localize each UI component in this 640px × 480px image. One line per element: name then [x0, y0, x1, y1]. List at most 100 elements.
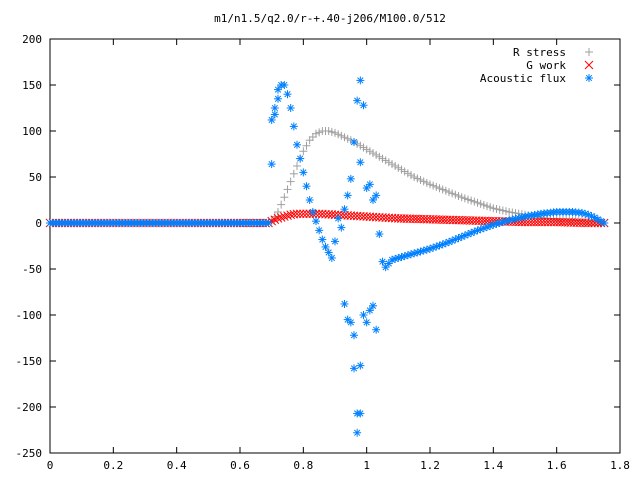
- data-point: [381, 156, 390, 165]
- legend-marker: [584, 60, 594, 70]
- data-point: [486, 203, 495, 212]
- plot-frame: [49, 38, 621, 454]
- data-point: [324, 248, 333, 257]
- data-point: [267, 115, 276, 124]
- y-tick-label: -50: [22, 263, 42, 276]
- data-point: [495, 205, 504, 214]
- data-point: [298, 209, 308, 219]
- series-layer: [45, 76, 609, 437]
- data-point: [445, 237, 453, 246]
- x-tick-label: 1.2: [420, 459, 440, 472]
- data-point: [391, 161, 400, 170]
- data-point: [292, 209, 302, 219]
- y-tick-label: -200: [16, 401, 43, 414]
- data-point: [419, 177, 428, 186]
- legend-marker: [585, 48, 593, 56]
- data-point: [280, 81, 289, 89]
- data-point: [343, 134, 352, 143]
- x-tick-label: 0.8: [293, 459, 313, 472]
- data-point: [331, 237, 339, 246]
- y-tick-label: 150: [22, 79, 42, 92]
- data-point: [277, 200, 286, 209]
- x-tick-label: 0.2: [103, 459, 123, 472]
- data-point: [340, 205, 349, 214]
- data-point: [312, 217, 320, 226]
- data-point: [600, 219, 609, 227]
- data-point: [362, 318, 371, 327]
- data-point: [337, 223, 346, 232]
- y-tick-label: -250: [16, 447, 43, 460]
- data-point: [302, 182, 311, 191]
- data-point: [270, 104, 279, 112]
- data-point: [280, 193, 289, 202]
- data-point: [293, 140, 301, 149]
- legend-marker: [585, 74, 593, 82]
- data-point: [340, 299, 349, 308]
- x-axis: 0 0.2 0.4 0.6 0.8 1 1.2 1.4 1.6 1.8: [47, 39, 630, 472]
- data-point: [353, 428, 362, 437]
- data-point: [315, 128, 324, 137]
- data-point: [289, 169, 298, 178]
- data-point: [375, 230, 384, 239]
- data-point: [583, 218, 593, 228]
- data-point: [365, 180, 374, 189]
- data-point: [448, 189, 457, 198]
- data-point: [362, 145, 371, 154]
- data-point: [299, 147, 308, 156]
- data-point: [350, 364, 358, 373]
- data-point: [372, 150, 381, 159]
- data-point: [315, 226, 324, 235]
- data-point: [308, 207, 317, 216]
- y-tick-label: 200: [22, 33, 42, 46]
- legend-label: G work: [526, 59, 566, 72]
- data-point: [305, 196, 314, 204]
- data-point: [457, 232, 466, 241]
- data-point: [457, 193, 466, 202]
- data-point: [318, 235, 327, 244]
- data-point: [369, 301, 377, 310]
- x-tick-label: 1: [363, 459, 370, 472]
- y-tick-label: 50: [29, 171, 42, 184]
- data-point: [356, 361, 365, 370]
- data-point: [283, 185, 292, 194]
- data-point: [276, 213, 286, 222]
- data-point: [476, 199, 485, 208]
- data-point: [410, 173, 419, 181]
- chart-title: m1/n1.5/q2.0/r-+.40-j206/M100.0/512: [214, 12, 446, 25]
- data-point: [359, 311, 368, 319]
- data-point: [346, 318, 355, 327]
- data-point: [270, 215, 280, 225]
- data-point: [327, 253, 336, 262]
- x-tick-label: 1.4: [483, 459, 503, 472]
- data-point: [324, 127, 333, 135]
- data-point: [467, 228, 476, 237]
- data-point: [356, 409, 365, 418]
- data-point: [283, 90, 292, 99]
- data-point: [334, 214, 343, 223]
- data-point: [305, 136, 314, 145]
- data-point: [321, 242, 330, 251]
- data-point: [369, 196, 377, 204]
- data-point: [286, 104, 295, 112]
- data-point: [296, 154, 305, 163]
- legend-label: R stress: [513, 46, 566, 59]
- data-point: [334, 130, 343, 139]
- data-point: [343, 191, 352, 200]
- x-tick-label: 1.6: [547, 459, 567, 472]
- data-point: [286, 177, 295, 186]
- data-point: [267, 160, 276, 169]
- y-axis: 200 150 100 50 0 -50 -100 -150 -200 -250: [16, 33, 620, 460]
- data-point: [273, 214, 283, 223]
- data-point: [438, 185, 447, 194]
- data-point: [350, 138, 358, 147]
- data-point: [350, 331, 358, 340]
- data-point: [400, 167, 409, 176]
- x-tick-label: 0: [47, 459, 54, 472]
- data-point: [302, 141, 311, 150]
- legend-label: Acoustic flux: [480, 72, 566, 85]
- data-point: [467, 196, 476, 205]
- data-point: [295, 209, 305, 219]
- data-point: [274, 94, 282, 103]
